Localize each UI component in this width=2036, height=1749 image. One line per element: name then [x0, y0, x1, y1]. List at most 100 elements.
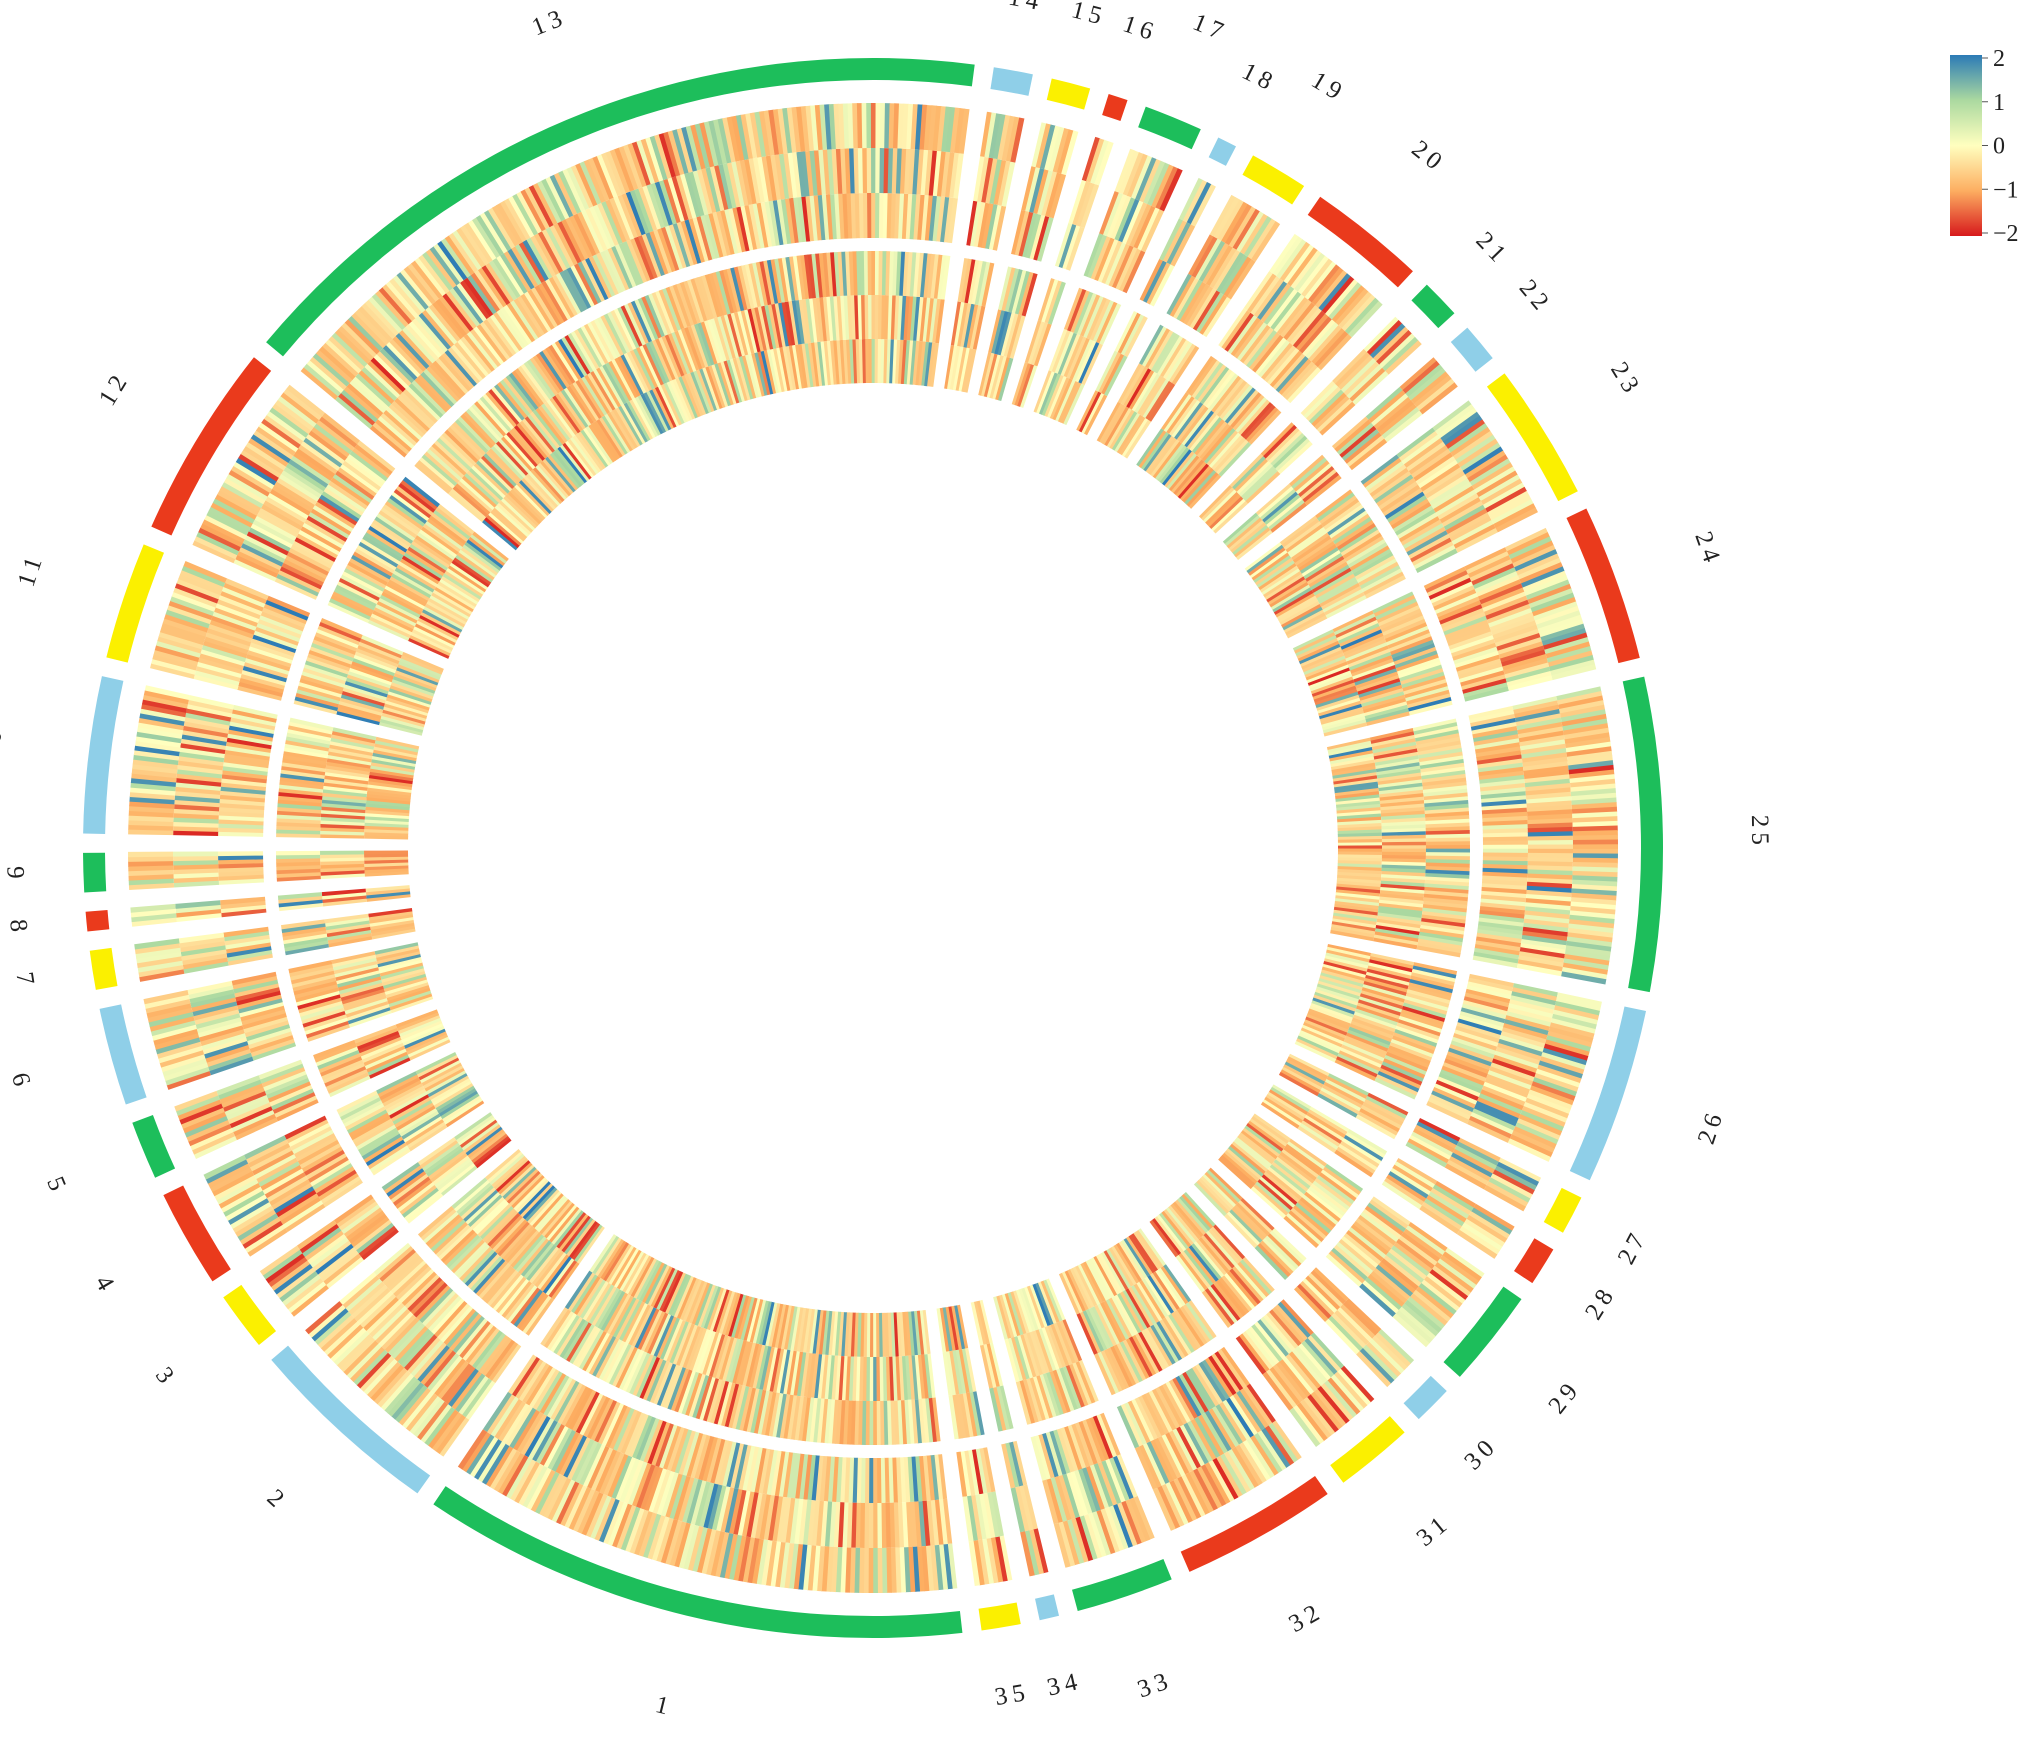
- heatmap-cell: [451, 559, 490, 588]
- heatmap-cell: [779, 1394, 791, 1439]
- heatmap-cell: [850, 193, 857, 239]
- heatmap-cell: [703, 320, 721, 364]
- heatmap-cell: [762, 1346, 775, 1391]
- heatmap-cell: [733, 1295, 750, 1339]
- heatmap-cell: [654, 181, 674, 226]
- heatmap-cell: [444, 1365, 476, 1405]
- heatmap-cell: [226, 1098, 270, 1121]
- heatmap-cell: [144, 994, 190, 1009]
- heatmap-cell: [501, 1454, 529, 1497]
- heatmap-cell: [364, 1048, 407, 1070]
- heatmap-cell: [565, 217, 590, 260]
- heatmap-cell: [179, 1103, 224, 1125]
- heatmap-cell: [572, 1325, 598, 1366]
- heatmap-cell: [288, 721, 333, 735]
- heatmap-cell: [316, 628, 359, 649]
- heatmap-cell: [427, 1216, 464, 1249]
- heatmap-cell: [532, 409, 563, 447]
- heatmap-cell: [446, 1310, 479, 1348]
- heatmap-cell: [428, 303, 461, 342]
- heatmap-cell: [354, 547, 395, 574]
- heatmap-cell: [740, 310, 755, 354]
- heatmap-cell: [722, 269, 738, 313]
- heatmap-cell: [907, 1355, 915, 1400]
- heatmap-cell: [530, 468, 563, 504]
- heatmap-cell: [431, 1411, 463, 1452]
- heatmap-cell: [574, 329, 600, 370]
- heatmap-cell: [882, 193, 889, 239]
- heatmap-cell: [523, 1242, 554, 1279]
- heatmap-cell: [561, 219, 586, 262]
- heatmap-cell: [370, 919, 415, 930]
- heatmap-cell: [306, 656, 350, 675]
- heatmap-cell: [194, 669, 240, 686]
- heatmap-cell: [674, 330, 694, 373]
- heatmap-cell: [242, 538, 286, 563]
- heatmap-cell: [607, 1501, 628, 1546]
- heatmap-cell: [435, 298, 468, 337]
- heatmap-cell: [646, 390, 669, 432]
- heatmap-cell: [479, 1205, 514, 1240]
- heatmap-cell: [336, 973, 381, 988]
- heatmap-cell: [389, 338, 424, 375]
- heatmap-cell: [551, 1429, 576, 1472]
- heatmap-cell: [230, 716, 276, 731]
- heatmap-cell: [485, 391, 518, 428]
- heatmap-cell: [592, 1235, 620, 1275]
- heatmap-cell: [570, 264, 596, 308]
- heatmap-cell: [694, 123, 711, 169]
- heatmap-cell: [796, 151, 806, 197]
- heatmap-cell: [522, 1465, 548, 1508]
- heatmap-cell: [260, 1164, 302, 1191]
- heatmap-track-outer: [457, 1354, 958, 1593]
- heatmap-cell: [754, 352, 768, 396]
- heatmap-cell: [672, 378, 693, 421]
- heatmap-cell: [263, 1070, 307, 1092]
- heatmap-cell: [179, 751, 225, 763]
- heatmap-track-outer: [966, 111, 1025, 251]
- heatmap-cell: [202, 1036, 248, 1055]
- heatmap-cell: [673, 1475, 691, 1521]
- heatmap-cell: [676, 1276, 697, 1319]
- heatmap-cell: [375, 603, 417, 627]
- heatmap-cell: [748, 353, 763, 398]
- heatmap-cell: [283, 388, 323, 421]
- heatmap-cell: [480, 212, 508, 254]
- heatmap-cell: [276, 810, 322, 818]
- heatmap-cell: [549, 397, 579, 436]
- heatmap-cell: [295, 692, 340, 708]
- heatmap-cell: [173, 587, 218, 608]
- heatmap-cell: [389, 993, 433, 1011]
- heatmap-cell: [772, 109, 784, 155]
- heatmap-cell: [393, 672, 437, 692]
- heatmap-cell: [320, 1249, 359, 1282]
- heatmap-cell: [506, 431, 539, 468]
- heatmap-cell: [365, 806, 410, 814]
- heatmap-cell: [821, 1546, 830, 1592]
- heatmap-cell: [729, 1443, 744, 1489]
- heatmap-cell: [723, 314, 740, 358]
- heatmap-cell: [582, 1444, 606, 1487]
- heatmap-cell: [153, 1028, 198, 1046]
- heatmap-cell: [554, 340, 582, 381]
- heatmap-cell: [795, 299, 806, 345]
- heatmap-cell: [589, 206, 612, 250]
- heatmap-cell: [708, 212, 724, 258]
- heatmap-cell: [487, 207, 516, 249]
- heatmap-cell: [863, 1502, 870, 1548]
- heatmap-cell: [883, 148, 890, 194]
- heatmap-cell: [770, 154, 782, 201]
- heatmap-cell: [381, 591, 423, 615]
- heatmap-cell: [805, 1397, 815, 1442]
- heatmap-cell: [331, 951, 376, 965]
- heatmap-cell: [387, 690, 431, 708]
- heatmap-cell: [233, 558, 277, 582]
- heatmap-cell: [811, 1455, 820, 1501]
- heatmap-cell: [615, 1456, 636, 1501]
- heatmap-cell: [399, 1017, 442, 1037]
- heatmap-cell: [879, 1400, 885, 1445]
- heatmap-cell: [836, 340, 843, 385]
- heatmap-cell: [512, 1234, 545, 1271]
- heatmap-cell: [364, 825, 409, 831]
- heatmap-cell: [558, 338, 585, 379]
